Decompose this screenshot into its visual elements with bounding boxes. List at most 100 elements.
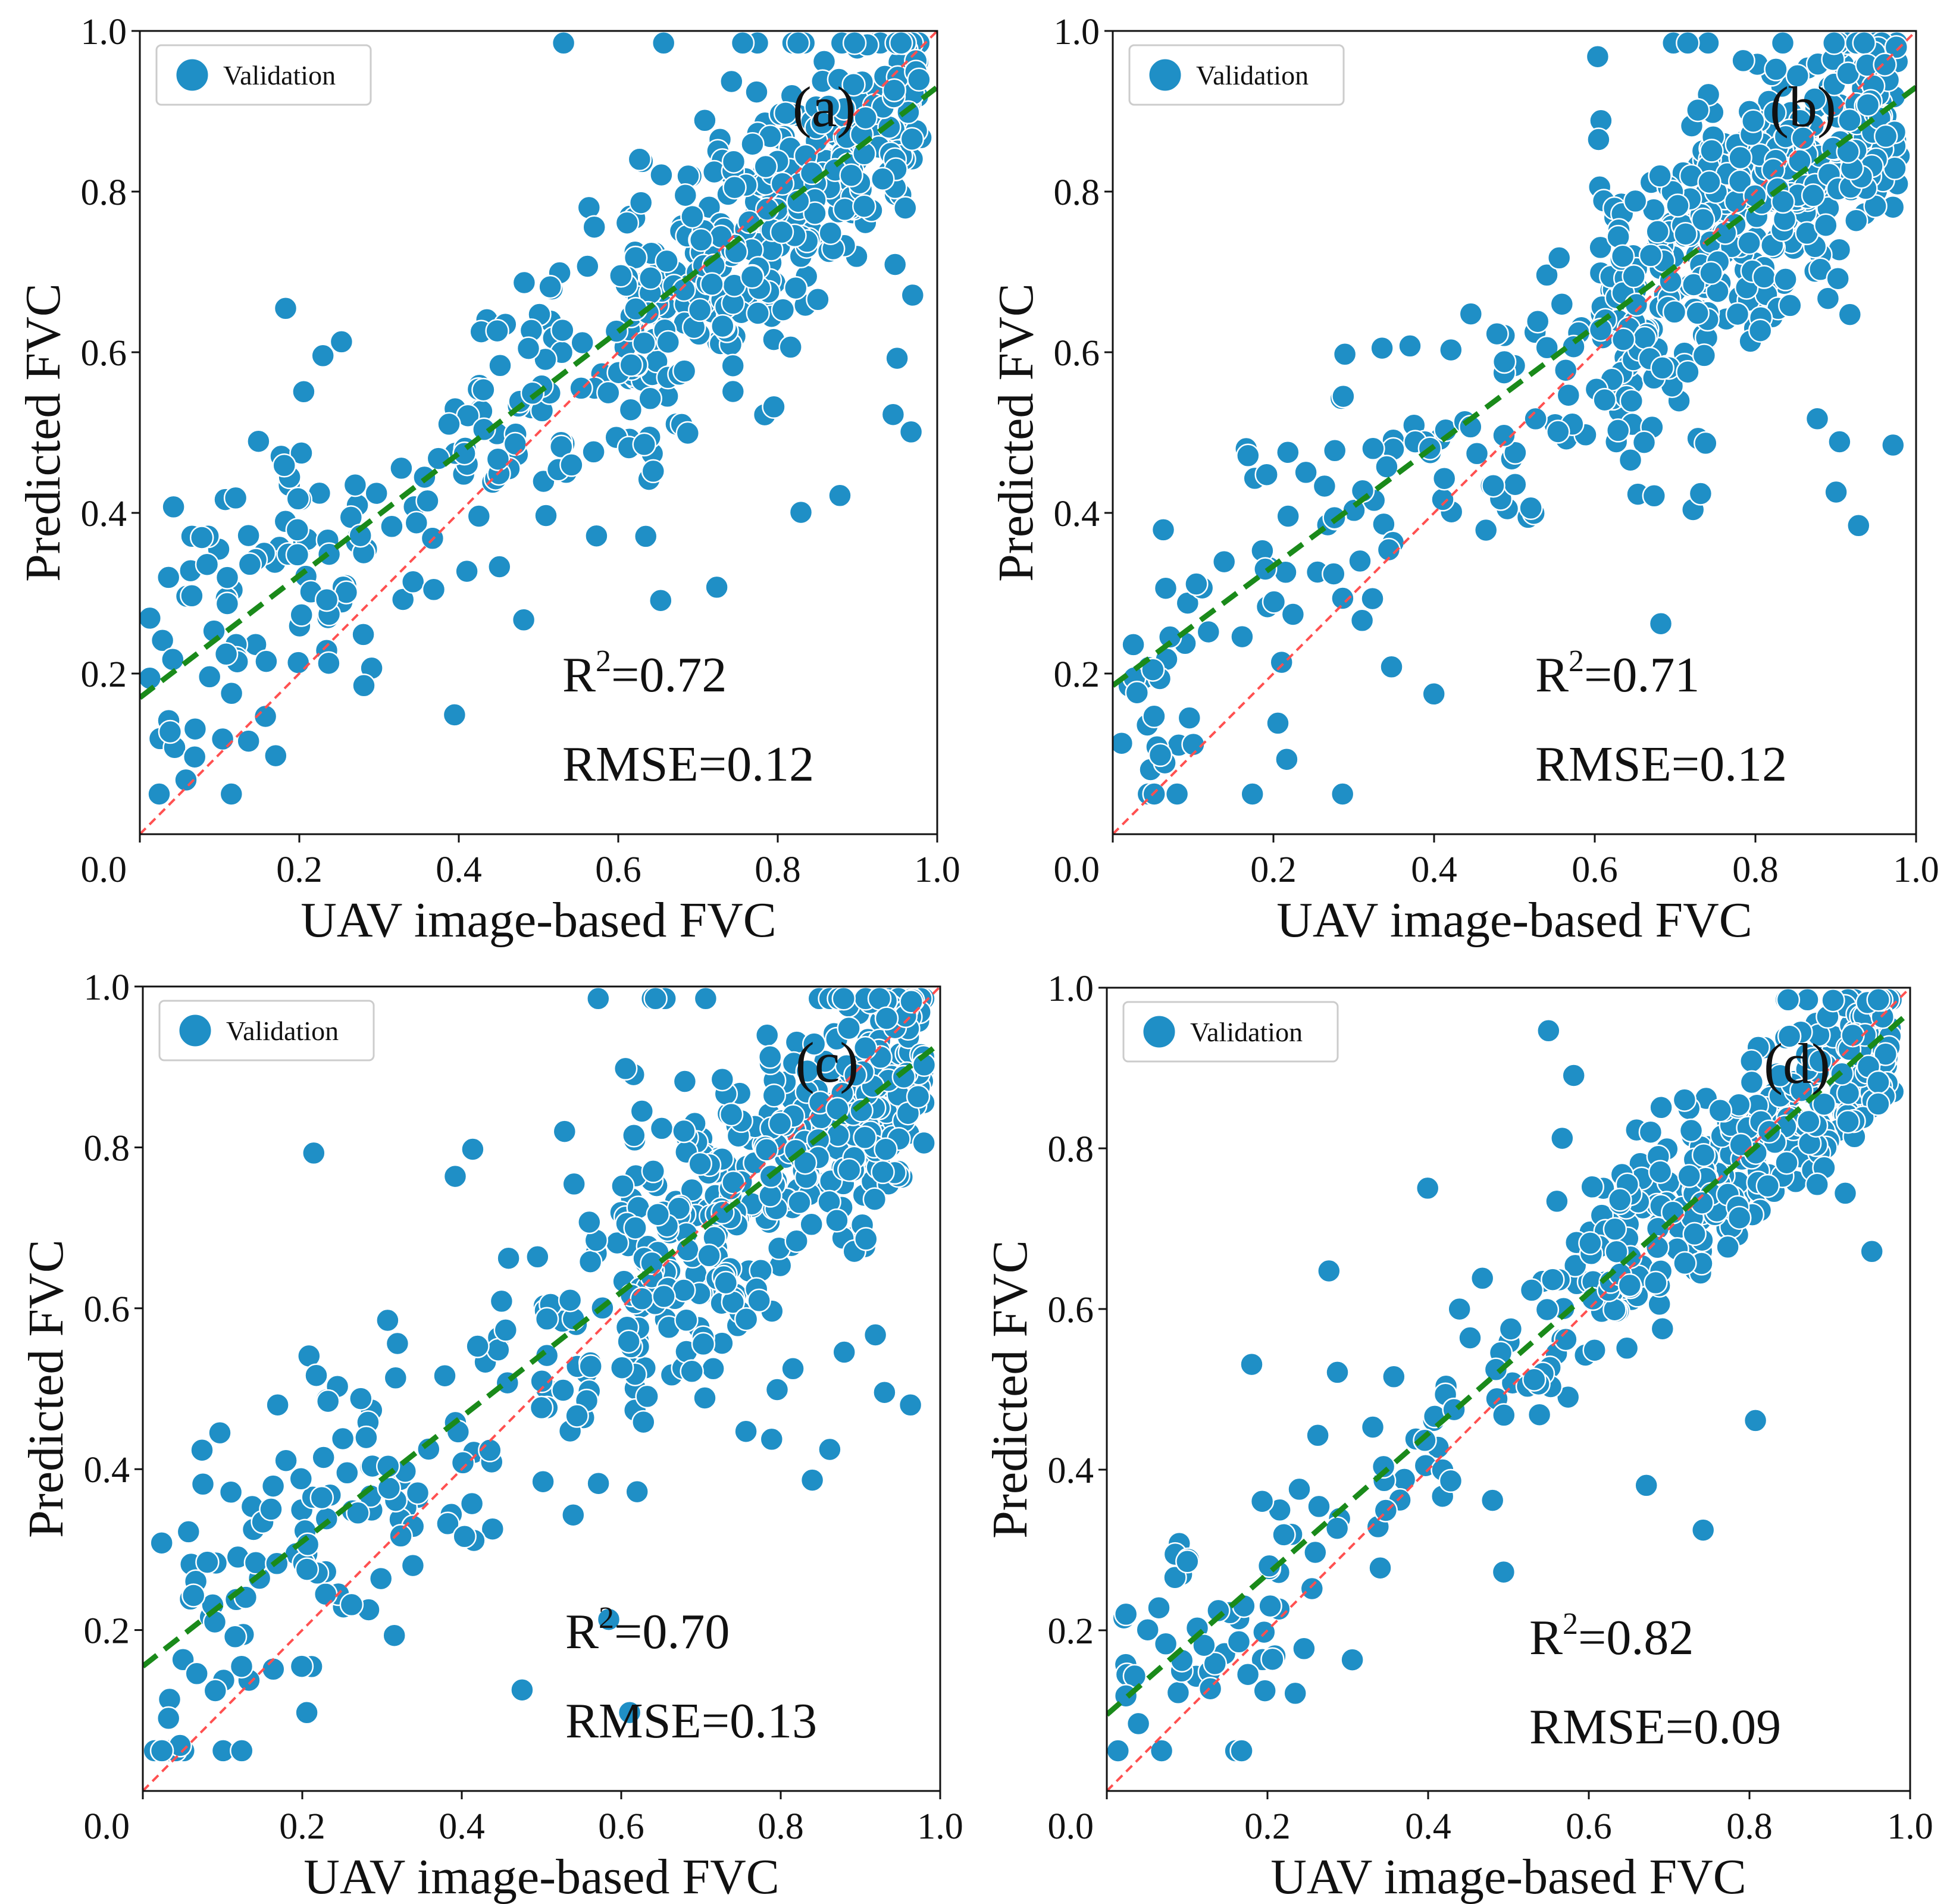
scatter-point — [343, 472, 368, 497]
scatter-point — [651, 31, 676, 55]
scatter-point — [885, 346, 909, 371]
scatter-point — [1873, 124, 1898, 149]
scatter-point — [455, 559, 479, 584]
scatter-point — [674, 1308, 699, 1333]
scatter-point — [617, 1700, 642, 1725]
scatter-point — [437, 412, 461, 437]
x-tick-label: 0.4 — [1405, 1806, 1451, 1847]
scatter-point — [1141, 657, 1165, 682]
scatter-point — [1415, 1176, 1440, 1201]
origin-tick-label: 0.0 — [81, 850, 127, 890]
scatter-point — [230, 1739, 254, 1763]
scatter-point — [1682, 1222, 1707, 1247]
scatter-point — [285, 543, 310, 567]
scatter-point — [768, 1111, 793, 1136]
scatter-point — [1666, 193, 1690, 218]
scatter-point — [314, 587, 339, 612]
scatter-point — [810, 111, 834, 135]
scatter-point — [1330, 782, 1355, 806]
scatter-point — [295, 1557, 320, 1582]
scatter-point — [1260, 1647, 1285, 1671]
scatter-point — [1644, 1270, 1668, 1295]
scatter-point — [721, 1170, 746, 1195]
scatter-point — [1838, 108, 1862, 133]
scatter-point — [197, 665, 222, 689]
scatter-point — [1741, 109, 1766, 133]
scatter-point — [1492, 349, 1517, 374]
scatter-point — [174, 768, 198, 793]
scatter-point — [1181, 732, 1206, 757]
scatter-point — [1325, 1360, 1350, 1385]
scatter-point — [1492, 1403, 1516, 1427]
scatter-point — [1881, 433, 1905, 458]
scatter-point — [759, 1427, 784, 1452]
scatter-point — [195, 552, 220, 577]
plot-frame — [1112, 30, 1917, 835]
scatter-point — [286, 487, 311, 511]
scatter-point — [1348, 549, 1372, 574]
scatter-point — [623, 1216, 647, 1240]
scatter-point — [1816, 286, 1841, 311]
y-tick-label: 0.6 — [81, 333, 127, 374]
scatter-point — [863, 1323, 888, 1347]
scatter-point — [1697, 170, 1721, 195]
scatter-point — [461, 1137, 485, 1161]
r2-annotation: R2=0.82 — [1529, 1607, 1694, 1665]
y-tick-label: 1.0 — [1048, 969, 1094, 1009]
scatter-point — [1203, 1651, 1228, 1676]
scatter-point — [1838, 302, 1863, 327]
scatter-point — [467, 504, 492, 528]
x-tick-label: 1.0 — [914, 850, 960, 890]
r2-value: =0.70 — [614, 1604, 730, 1659]
scatter-point — [261, 1474, 286, 1498]
scatter-point — [1632, 430, 1657, 455]
scatter-point — [1322, 562, 1346, 586]
scatter-point — [700, 272, 724, 296]
scatter-point — [1503, 472, 1528, 497]
scatter-point — [1677, 1164, 1702, 1188]
scatter-point — [421, 577, 446, 602]
r2-letter: R — [1535, 647, 1569, 703]
scatter-point — [675, 421, 700, 446]
panel-c: 0.2 0.4 0.6 0.8 1.0 0.2 0.4 0.6 0.8 1.0 0.0 UAV ima… — [18, 967, 963, 1904]
scatter-point — [837, 1157, 862, 1182]
plot-frame — [139, 30, 938, 835]
scatter-point — [552, 1119, 577, 1144]
scatter-point — [1673, 1251, 1697, 1276]
scatter-point — [380, 514, 404, 539]
scatter-point — [795, 1059, 820, 1083]
scatter-point — [818, 1437, 842, 1462]
scatter-point — [907, 67, 931, 92]
scatter-point — [853, 1036, 878, 1060]
scatter-point — [400, 1553, 425, 1578]
scatter-point — [1768, 1063, 1792, 1088]
r2-superscript: 2 — [1563, 1607, 1578, 1641]
legend: Validation — [1128, 44, 1345, 106]
scatter-point — [549, 434, 574, 459]
scatter-point — [578, 1354, 603, 1379]
panel-label: (d) — [1764, 1032, 1830, 1095]
one-to-one-line — [143, 987, 940, 1791]
scatter-point — [190, 1472, 215, 1496]
scatter-point — [613, 1056, 638, 1081]
scatter-point — [1682, 273, 1706, 297]
scatter-point — [184, 1661, 209, 1686]
scatter-point — [1236, 443, 1260, 468]
scatter-point — [635, 1384, 659, 1409]
scatter-point — [1685, 301, 1710, 325]
scatter-point — [841, 72, 866, 97]
scatter-point — [1672, 1088, 1697, 1112]
scatter-point — [405, 1480, 430, 1505]
x-tick-label: 0.2 — [276, 850, 323, 890]
scatter-point — [436, 1511, 460, 1536]
x-tick-label: 0.6 — [1566, 1806, 1612, 1847]
scatter-point — [1686, 98, 1710, 123]
scatter-point — [889, 31, 913, 55]
x-axis-label: UAV image-based FVC — [303, 1849, 780, 1904]
scatter-point — [1262, 590, 1287, 614]
scatter-point — [1283, 1681, 1307, 1706]
scatter-point — [218, 1480, 243, 1505]
scatter-point — [1519, 496, 1543, 521]
scatter-point — [1340, 1648, 1364, 1672]
